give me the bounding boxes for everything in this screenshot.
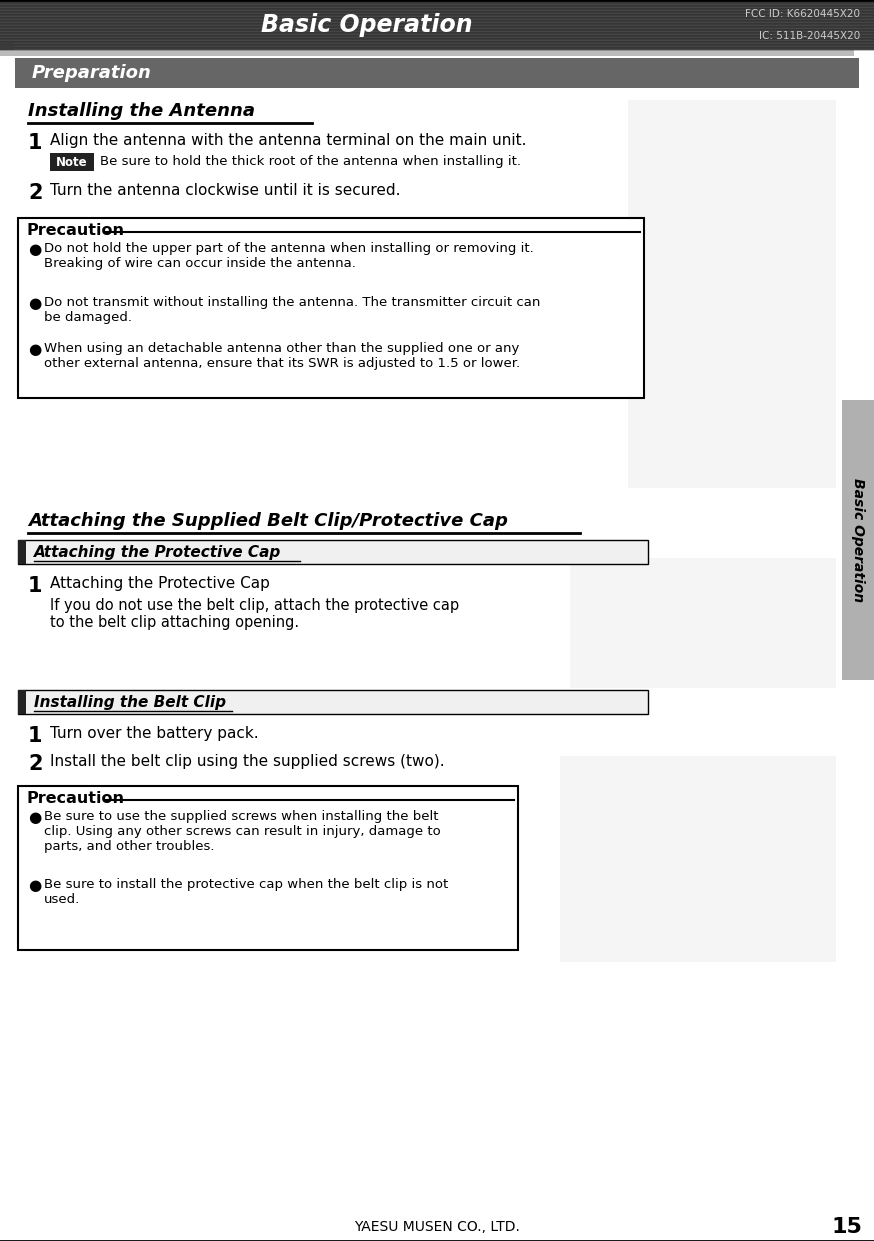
Bar xyxy=(570,558,836,688)
Text: Installing the Belt Clip: Installing the Belt Clip xyxy=(34,695,226,710)
Text: Note: Note xyxy=(56,155,87,169)
Bar xyxy=(628,101,836,488)
Text: 1: 1 xyxy=(28,726,43,746)
Text: ●: ● xyxy=(28,297,41,311)
Bar xyxy=(18,540,648,563)
Text: Be sure to hold the thick root of the antenna when installing it.: Be sure to hold the thick root of the an… xyxy=(100,155,521,169)
Text: YAESU MUSEN CO., LTD.: YAESU MUSEN CO., LTD. xyxy=(354,1220,520,1234)
Bar xyxy=(0,50,854,56)
Text: Precaution: Precaution xyxy=(26,791,124,805)
Text: Be sure to use the supplied screws when installing the belt
clip. Using any othe: Be sure to use the supplied screws when … xyxy=(44,810,440,853)
Text: Basic Operation: Basic Operation xyxy=(851,478,865,602)
Bar xyxy=(18,690,26,714)
Text: Align the antenna with the antenna terminal on the main unit.: Align the antenna with the antenna termi… xyxy=(50,133,526,148)
Text: Turn over the battery pack.: Turn over the battery pack. xyxy=(50,726,259,741)
Text: Attaching the Protective Cap: Attaching the Protective Cap xyxy=(34,545,281,560)
Bar xyxy=(15,58,859,88)
Text: When using an detachable antenna other than the supplied one or any
other extern: When using an detachable antenna other t… xyxy=(44,343,520,370)
Text: Attaching the Supplied Belt Clip/Protective Cap: Attaching the Supplied Belt Clip/Protect… xyxy=(28,513,508,530)
Bar xyxy=(560,756,836,962)
Text: 1: 1 xyxy=(28,576,43,596)
Text: Basic Operation: Basic Operation xyxy=(261,12,473,37)
Text: ●: ● xyxy=(28,810,41,825)
Text: IC: 511B-20445X20: IC: 511B-20445X20 xyxy=(759,31,860,41)
Text: FCC ID: K6620445X20: FCC ID: K6620445X20 xyxy=(745,9,860,19)
Bar xyxy=(50,153,94,171)
Text: If you do not use the belt clip, attach the protective cap
to the belt clip atta: If you do not use the belt clip, attach … xyxy=(50,598,459,630)
Bar xyxy=(820,1212,874,1239)
Text: Attaching the Protective Cap: Attaching the Protective Cap xyxy=(50,576,270,591)
Bar xyxy=(18,218,644,398)
Bar xyxy=(18,786,518,951)
Text: ●: ● xyxy=(28,877,41,894)
Bar xyxy=(842,400,874,680)
Bar xyxy=(18,690,648,714)
Text: Preparation: Preparation xyxy=(32,65,152,82)
Text: ●: ● xyxy=(28,242,41,257)
Text: ●: ● xyxy=(28,343,41,357)
Text: Installing the Antenna: Installing the Antenna xyxy=(28,102,255,120)
Bar xyxy=(0,42,14,50)
Text: 1: 1 xyxy=(28,133,43,153)
Text: Be sure to install the protective cap when the belt clip is not
used.: Be sure to install the protective cap wh… xyxy=(44,877,448,906)
Text: Install the belt clip using the supplied screws (two).: Install the belt clip using the supplied… xyxy=(50,755,445,769)
Text: Do not hold the upper part of the antenna when installing or removing it.
Breaki: Do not hold the upper part of the antenn… xyxy=(44,242,534,271)
Text: Precaution: Precaution xyxy=(26,223,124,238)
Text: Do not transmit without installing the antenna. The transmitter circuit can
be d: Do not transmit without installing the a… xyxy=(44,297,540,324)
Text: 2: 2 xyxy=(28,182,43,204)
Text: Turn the antenna clockwise until it is secured.: Turn the antenna clockwise until it is s… xyxy=(50,182,400,199)
Text: 15: 15 xyxy=(831,1217,863,1237)
Bar xyxy=(18,540,26,563)
Bar xyxy=(0,0,874,50)
Text: 2: 2 xyxy=(28,755,43,774)
